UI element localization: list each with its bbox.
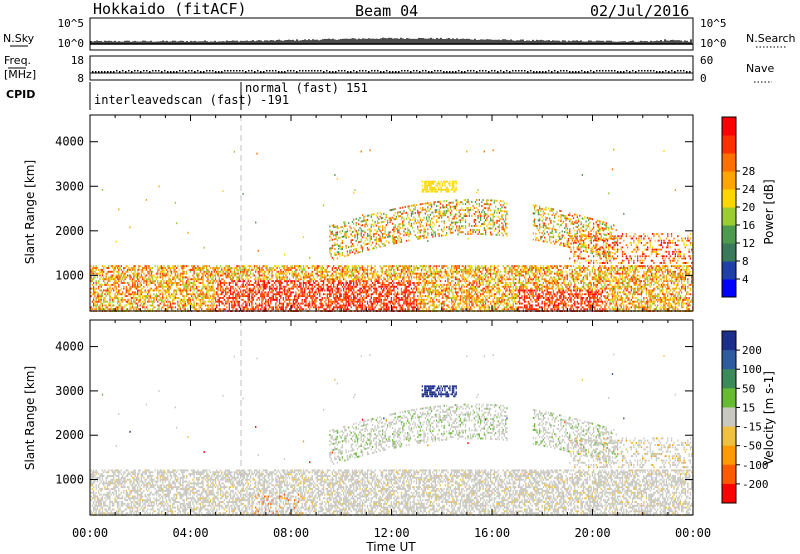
cpid-mode-1: normal (fast) 151 xyxy=(245,81,368,95)
colorbar-tick: 50 xyxy=(742,382,755,395)
y-tick-label: 2000 xyxy=(55,428,84,442)
nsky-label: N.Sky xyxy=(3,32,35,45)
y-tick-label: 1000 xyxy=(55,268,84,282)
nsky-tick-bottom: 10^0 xyxy=(58,37,85,50)
x-tick-label: 00:00 xyxy=(675,526,711,540)
colorbar-tick: 16 xyxy=(742,219,755,232)
time-axis-title: Time UT xyxy=(365,540,416,554)
radar-summary-figure: Hokkaido (fitACF) Beam 04 02/Jul/2016 10… xyxy=(0,0,800,554)
y-tick-label: 3000 xyxy=(55,384,84,398)
colorbar-tick: 12 xyxy=(742,237,755,250)
time-axis-labels: 00:00 04:00 08:00 12:00 16:00 20:00 00:00 xyxy=(72,526,711,540)
colorbar-tick: -50 xyxy=(742,440,762,453)
power-panel: 1000 2000 3000 4000 Slant Range [km] xyxy=(23,115,694,312)
station-title: Hokkaido (fitACF) xyxy=(93,0,247,18)
colorbar-tick: 24 xyxy=(742,183,756,196)
nsky-bars xyxy=(91,38,691,44)
y-tick-label: 4000 xyxy=(55,340,84,354)
power-colorbar: 4 8 12 16 20 24 28 Power [dB] xyxy=(722,117,776,298)
velocity-panel: 1000 2000 3000 4000 Slant Range [km] xyxy=(23,320,694,516)
colorbar-tick: 20 xyxy=(742,201,755,214)
y-tick-label: 3000 xyxy=(55,179,84,193)
velocity-colorbar-label: Velocity [m s-1] xyxy=(762,371,776,465)
colorbar-tick: -15 xyxy=(742,421,762,434)
power-colorbar-label: Power [dB] xyxy=(762,179,776,244)
colorbar-tick: -200 xyxy=(742,478,769,491)
x-tick-label: 08:00 xyxy=(273,526,309,540)
x-tick-label: 16:00 xyxy=(474,526,510,540)
beam-title: Beam 04 xyxy=(355,2,418,20)
colorbar-tick: 28 xyxy=(742,165,755,178)
freq-tick-top: 18 xyxy=(71,54,84,67)
nave-label: Nave xyxy=(746,62,774,75)
cpid-mode-0: interleavedscan (fast) -191 xyxy=(94,93,289,107)
freq-panel: 18 8 60 0 Freq. [MHz] Nave xyxy=(4,54,774,85)
nsearch-tick-bottom: 10^0 xyxy=(700,37,727,50)
nsearch-tick-top: 10^5 xyxy=(700,17,727,30)
x-tick-label: 12:00 xyxy=(373,526,409,540)
cpid-panel: CPID interleavedscan (fast) -191 normal … xyxy=(6,81,368,110)
y-tick-label: 2000 xyxy=(55,224,84,238)
colorbar-tick: 100 xyxy=(742,363,762,376)
x-tick-label: 04:00 xyxy=(172,526,208,540)
nsky-frame xyxy=(90,18,693,50)
colorbar-tick: 15 xyxy=(742,401,755,414)
nave-tick-top: 60 xyxy=(700,54,713,67)
colorbar-tick: 200 xyxy=(742,344,762,357)
freq-tick-bottom: 8 xyxy=(77,72,84,85)
date-title: 02/Jul/2016 xyxy=(590,2,689,20)
nsky-tick-top: 10^5 xyxy=(58,17,85,30)
y-tick-label: 1000 xyxy=(55,473,84,487)
cpid-label: CPID xyxy=(6,88,35,101)
y-tick-label: 4000 xyxy=(55,135,84,149)
freq-label-1: Freq. xyxy=(4,54,31,67)
nsky-panel: 10^5 10^0 10^5 10^0 N.Sky N.Search xyxy=(3,17,796,50)
x-tick-label: 00:00 xyxy=(72,526,108,540)
colorbar-tick: 4 xyxy=(742,273,749,286)
velocity-ylabel: Slant Range [km] xyxy=(23,366,37,470)
freq-dots xyxy=(90,70,693,73)
nsearch-label: N.Search xyxy=(746,32,796,45)
x-tick-label: 20:00 xyxy=(574,526,610,540)
freq-label-2: [MHz] xyxy=(4,68,36,81)
colorbar-tick: 8 xyxy=(742,255,749,268)
nave-tick-bottom: 0 xyxy=(700,72,707,85)
power-ylabel: Slant Range [km] xyxy=(23,160,37,264)
freq-frame xyxy=(90,56,693,80)
